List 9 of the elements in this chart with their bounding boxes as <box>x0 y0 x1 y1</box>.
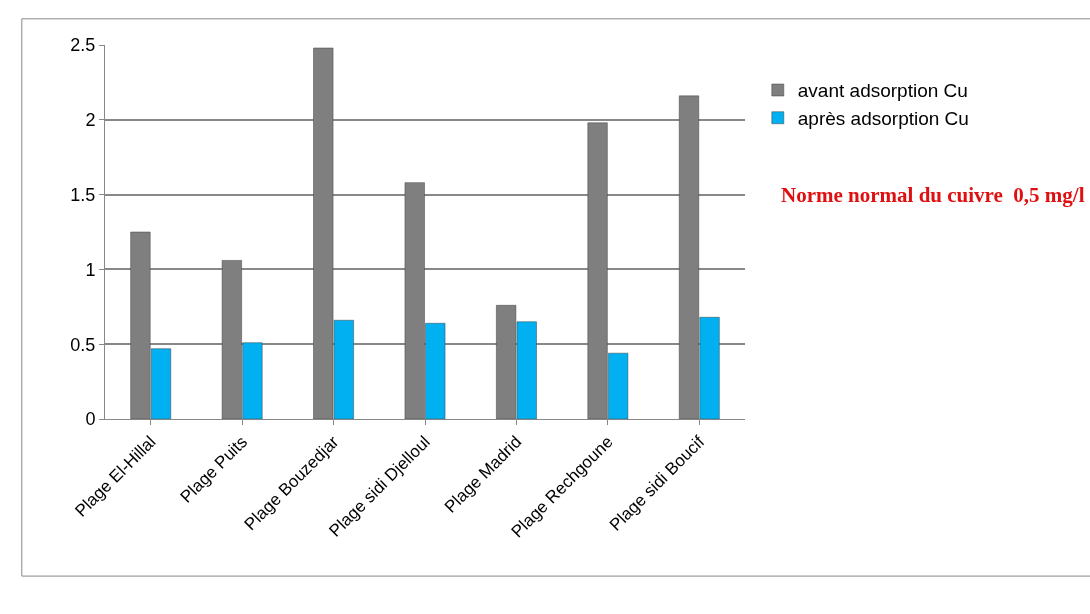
legend-label: avant adsorption Cu <box>797 80 968 102</box>
text: Norme normal du cuivre 0,5 mg/l <box>781 183 1085 207</box>
y-tick-label: 2 <box>85 110 96 131</box>
legend-label: après adsorption Cu <box>797 108 969 130</box>
y-tick-label: 1.5 <box>70 184 96 205</box>
y-tick-label: 1 <box>85 259 96 280</box>
y-tick-label: 0.5 <box>70 334 96 355</box>
y-tick-label: 2.5 <box>70 35 96 56</box>
y-tick-label: 0 <box>85 409 96 430</box>
